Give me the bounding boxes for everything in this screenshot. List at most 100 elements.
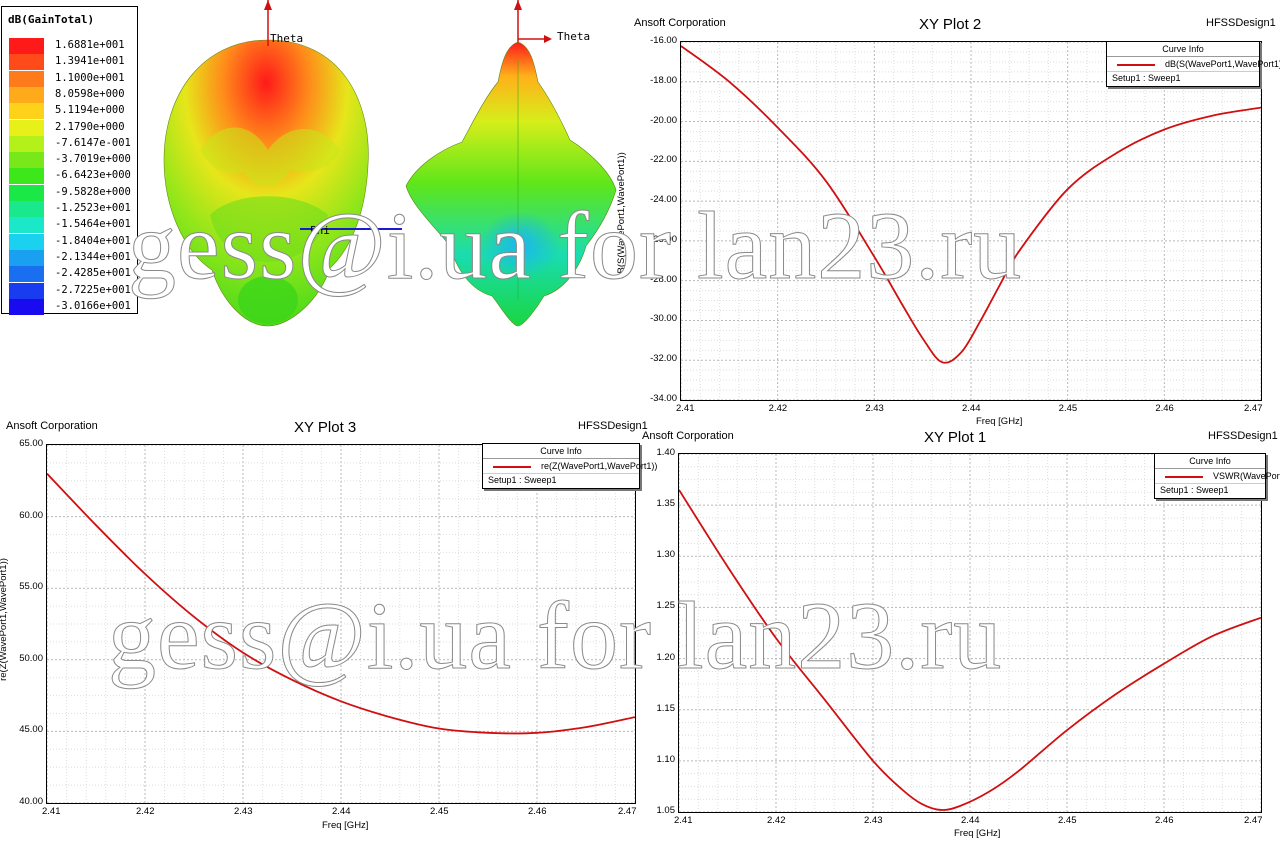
x-tick-label: 2.45	[1058, 815, 1077, 826]
legend-label: 1.3941e+001	[55, 55, 125, 68]
y-tick-label: -30.00	[650, 313, 677, 325]
gain-legend: dB(GainTotal) 1.6881e+001 1.3941e+001 1.10…	[1, 6, 138, 315]
legend-label: 2.1790e+000	[55, 120, 125, 133]
theta-axis-label-right: Theta	[557, 30, 591, 43]
legend-label: -2.1344e+001	[55, 250, 131, 263]
curve-info-legend[interactable]: Curve Info VSWR(WavePort1) Setup1 : Swee…	[1154, 453, 1280, 499]
x-tick-label: 2.42	[136, 806, 155, 817]
series-line	[47, 473, 635, 735]
y-axis-title: re(Z(WavePort1,WavePort1))	[0, 558, 9, 681]
legend-swatch	[9, 249, 44, 266]
legend-swatch	[9, 298, 44, 315]
x-tick-label: 2.47	[618, 806, 637, 817]
curve-info-legend[interactable]: Curve Info re(Z(WavePort1,WavePort1)) Se…	[482, 443, 657, 489]
y-tick-label: -22.00	[650, 154, 677, 166]
legend-label: -9.5828e+000	[55, 185, 131, 198]
x-axis-title: Freq [GHz]	[976, 416, 1023, 427]
plot-area	[678, 453, 1262, 813]
plot-title: XY Plot 2	[919, 16, 982, 33]
legend-label: -1.8404e+001	[55, 234, 131, 247]
plot-title: XY Plot 1	[924, 429, 987, 446]
x-tick-label: 2.45	[1058, 403, 1078, 414]
legend-label: -2.4285e+001	[55, 267, 131, 280]
curve-info-setup: Setup1 : Sweep1	[1155, 483, 1265, 498]
x-tick-label: 2.45	[430, 806, 449, 817]
legend-label: -7.6147e-001	[55, 136, 131, 149]
series-line	[681, 45, 1261, 364]
legend-swatch	[9, 217, 44, 234]
x-tick-label: 2.43	[865, 403, 884, 414]
legend-swatch	[9, 103, 44, 120]
x-tick-label: 2.47	[1244, 403, 1263, 414]
curve-info-legend[interactable]: Curve Info dB(S(WavePort1,WavePort1)) Se…	[1106, 41, 1280, 87]
legend-label: -1.5464e+001	[55, 218, 131, 231]
y-axis-title: dB(S(WavePort1,WavePort1))	[615, 152, 627, 279]
y-tick-label: 1.15	[656, 702, 676, 714]
legend-label: -3.0166e+001	[55, 299, 131, 312]
radiation-pattern-3d	[163, 0, 617, 327]
y-tick-label: 1.35	[656, 498, 676, 510]
x-axis-title: Freq [GHz]	[954, 828, 1001, 839]
x-tick-label: 2.42	[767, 815, 786, 826]
legend-swatch	[9, 266, 44, 283]
curve-info-setup: Setup1 : Sweep1	[1107, 71, 1259, 86]
y-tick-label: -18.00	[650, 74, 677, 86]
legend-swatch	[9, 135, 44, 152]
x-tick-label: 2.43	[864, 815, 883, 826]
xy-plot-1: Ansoft Corporation XY Plot 1 HFSSDesign1…	[634, 420, 1280, 848]
plot-area	[46, 444, 636, 804]
plot-design-label: HFSSDesign1	[578, 420, 648, 432]
legend-swatch	[9, 152, 44, 169]
curve-info-entry: dB(S(WavePort1,WavePort1))	[1107, 57, 1280, 71]
curve-info-title: Curve Info	[1155, 454, 1265, 469]
legend-swatch	[9, 168, 44, 185]
plot-design-label: HFSSDesign1	[1208, 430, 1278, 442]
x-axis-title: Freq [GHz]	[322, 820, 369, 831]
series-line	[679, 489, 1261, 811]
y-tick-label: -20.00	[650, 114, 677, 126]
legend-swatch	[9, 38, 44, 54]
y-tick-label: 1.20	[656, 651, 676, 663]
xy-plot-3: Ansoft Corporation XY Plot 3 HFSSDesign1…	[0, 412, 657, 848]
legend-swatch	[9, 184, 44, 201]
plot-svg	[47, 445, 635, 803]
y-tick-label: 1.05	[656, 805, 676, 816]
legend-label: 8.0598e+000	[55, 87, 125, 100]
curve-info-title: Curve Info	[483, 444, 639, 459]
legend-swatch	[9, 86, 44, 103]
x-tick-label: 2.41	[676, 403, 695, 414]
y-tick-label: 65.00	[19, 438, 43, 449]
plot-title: XY Plot 3	[294, 419, 357, 436]
y-tick-label: 1.40	[656, 447, 676, 458]
legend-label: 5.1194e+000	[55, 104, 125, 117]
y-tick-label: -28.00	[650, 273, 677, 285]
x-tick-label: 2.44	[961, 815, 980, 826]
x-tick-label: 2.41	[42, 806, 61, 817]
pattern-view-left	[163, 0, 402, 327]
gain-legend-title: dB(GainTotal)	[8, 13, 95, 26]
theta-axis-label-left: Theta	[270, 32, 304, 45]
y-tick-label: 1.25	[656, 600, 676, 612]
legend-label: 1.6881e+001	[55, 39, 125, 51]
x-tick-label: 2.42	[768, 403, 788, 414]
x-tick-label: 2.43	[234, 806, 253, 817]
xy-plot-2: Ansoft Corporation XY Plot 2 HFSSDesign1…	[616, 0, 1280, 427]
legend-swatch	[9, 201, 44, 217]
legend-label: -3.7019e+000	[55, 153, 131, 166]
legend-swatch	[9, 54, 44, 71]
curve-info-entry: VSWR(WavePort1)	[1155, 469, 1280, 483]
y-tick-label: -34.00	[650, 393, 677, 404]
curve-info-setup: Setup1 : Sweep1	[483, 473, 639, 488]
y-tick-label: 45.00	[19, 724, 43, 736]
plot-company-label: Ansoft Corporation	[6, 420, 98, 432]
radiation-pattern-views: Theta Theta Phi	[140, 0, 640, 335]
phi-axis-label: Phi	[310, 224, 330, 237]
y-tick-label: -26.00	[650, 233, 677, 245]
y-tick-label: -32.00	[650, 353, 677, 365]
x-tick-label: 2.46	[1155, 815, 1174, 826]
curve-info-entry: re(Z(WavePort1,WavePort1))	[483, 459, 657, 473]
curve-info-title: Curve Info	[1107, 42, 1259, 57]
x-tick-label: 2.46	[528, 806, 547, 817]
plot-svg	[679, 454, 1261, 812]
y-tick-label: 55.00	[19, 581, 43, 593]
